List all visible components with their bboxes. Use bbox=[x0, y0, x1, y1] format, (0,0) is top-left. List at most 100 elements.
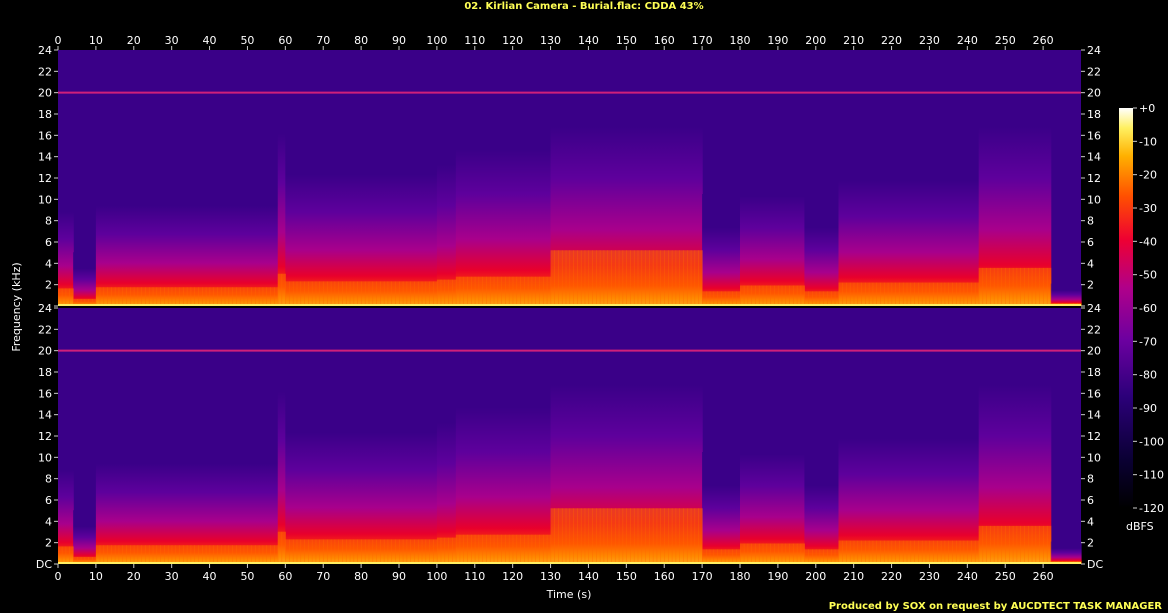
low-band bbox=[126, 287, 131, 306]
spectrum-column bbox=[664, 308, 669, 564]
spectrum-column bbox=[690, 50, 696, 306]
spectrum-column bbox=[126, 162, 131, 306]
x-tick-label-top: 150 bbox=[616, 34, 637, 47]
chart-title: 02. Kirlian Camera - Burial.flac: CDDA 4… bbox=[464, 1, 703, 12]
spectrum-column bbox=[918, 384, 923, 564]
spectrum-column bbox=[865, 384, 870, 564]
low-band bbox=[61, 546, 67, 564]
y-tick-label-left: 10 bbox=[38, 451, 52, 464]
y-tick-label-left: 4 bbox=[45, 515, 52, 528]
low-band bbox=[880, 540, 885, 564]
low-band bbox=[1020, 525, 1025, 564]
spectrum-column bbox=[361, 117, 366, 306]
low-band bbox=[876, 282, 881, 306]
low-band bbox=[910, 282, 915, 306]
spectrum-column bbox=[774, 407, 779, 564]
spectrum-column bbox=[1016, 50, 1021, 306]
low-band bbox=[906, 540, 912, 564]
low-band bbox=[857, 540, 862, 564]
spectrum-column bbox=[637, 50, 643, 306]
low-band bbox=[569, 508, 574, 564]
spectrum-column bbox=[482, 82, 487, 306]
spectrum-column bbox=[194, 420, 199, 564]
x-tick-label-top: 20 bbox=[127, 34, 141, 47]
low-band bbox=[542, 276, 548, 306]
spectrum-column bbox=[262, 420, 267, 564]
spectrum-column bbox=[103, 420, 108, 564]
spectrum-column bbox=[796, 407, 802, 564]
spectrum-column bbox=[611, 50, 616, 306]
low-band bbox=[194, 545, 199, 564]
low-band bbox=[330, 281, 336, 306]
spectrum-column bbox=[781, 149, 787, 306]
spectrum-column bbox=[675, 308, 680, 564]
spectrum-column bbox=[300, 117, 305, 306]
spectrum-column bbox=[122, 420, 127, 564]
low-band bbox=[467, 276, 472, 306]
spectrum-column bbox=[755, 407, 760, 564]
low-band bbox=[133, 545, 139, 564]
low-band bbox=[804, 291, 809, 306]
spectrum-column bbox=[61, 171, 67, 306]
spectrum-column bbox=[118, 162, 124, 306]
spectrum-column bbox=[455, 82, 461, 306]
colorbar-tick-label: -50 bbox=[1139, 269, 1157, 282]
spectrum-column bbox=[683, 50, 688, 306]
low-band bbox=[508, 534, 514, 564]
spectrum-column bbox=[1009, 308, 1014, 564]
y-tick-label-left: 18 bbox=[38, 108, 52, 121]
spectrum-column bbox=[880, 126, 885, 306]
spectrum-column bbox=[1001, 50, 1006, 306]
spectrum-column bbox=[270, 420, 275, 564]
spectrum-column bbox=[660, 308, 665, 564]
spectrum-column bbox=[694, 308, 699, 564]
low-band bbox=[361, 281, 366, 306]
low-band bbox=[580, 250, 586, 306]
low-band bbox=[311, 281, 317, 306]
low-band bbox=[789, 285, 794, 306]
low-band bbox=[493, 276, 499, 306]
low-band bbox=[955, 540, 961, 564]
low-band bbox=[944, 282, 949, 306]
spectrum-column bbox=[808, 194, 813, 306]
low-band bbox=[255, 545, 260, 564]
low-band bbox=[319, 281, 324, 306]
low-band bbox=[463, 276, 468, 306]
spectrum-column bbox=[296, 117, 302, 306]
low-band bbox=[940, 282, 946, 306]
spectrum-column bbox=[505, 82, 510, 306]
spectrum-column bbox=[65, 429, 70, 564]
spectrum-column bbox=[652, 308, 658, 564]
colorbar bbox=[1119, 108, 1133, 508]
spectrum-column bbox=[368, 117, 374, 306]
spectrum-column bbox=[785, 407, 790, 564]
spectrum-column bbox=[516, 82, 521, 306]
spectrum-column bbox=[948, 126, 953, 306]
spectrum-column bbox=[990, 50, 995, 306]
spectrum-column bbox=[167, 420, 173, 564]
low-band bbox=[452, 279, 457, 306]
spectrum-column bbox=[361, 375, 366, 564]
spectrum-column bbox=[793, 407, 798, 564]
spectrum-column bbox=[84, 252, 89, 306]
low-band bbox=[558, 250, 563, 306]
low-band bbox=[1005, 525, 1010, 564]
low-band bbox=[622, 250, 627, 306]
spectrum-column bbox=[721, 194, 726, 306]
spectrum-column bbox=[380, 117, 385, 306]
spectrum-column bbox=[266, 420, 271, 564]
low-band bbox=[592, 508, 597, 564]
low-band bbox=[361, 539, 366, 564]
spectrum-column bbox=[395, 117, 400, 306]
low-band bbox=[122, 287, 127, 306]
spectrum-column bbox=[463, 82, 468, 306]
spectrum-column bbox=[236, 420, 241, 564]
spectrum-column bbox=[531, 340, 536, 564]
low-band bbox=[243, 287, 249, 306]
spectrum-column bbox=[607, 50, 612, 306]
low-band bbox=[1016, 525, 1021, 564]
spectrum-column bbox=[793, 149, 798, 306]
spectrum-column bbox=[637, 308, 643, 564]
spectrum-column bbox=[1027, 308, 1033, 564]
y-tick-label-left: 12 bbox=[38, 430, 52, 443]
